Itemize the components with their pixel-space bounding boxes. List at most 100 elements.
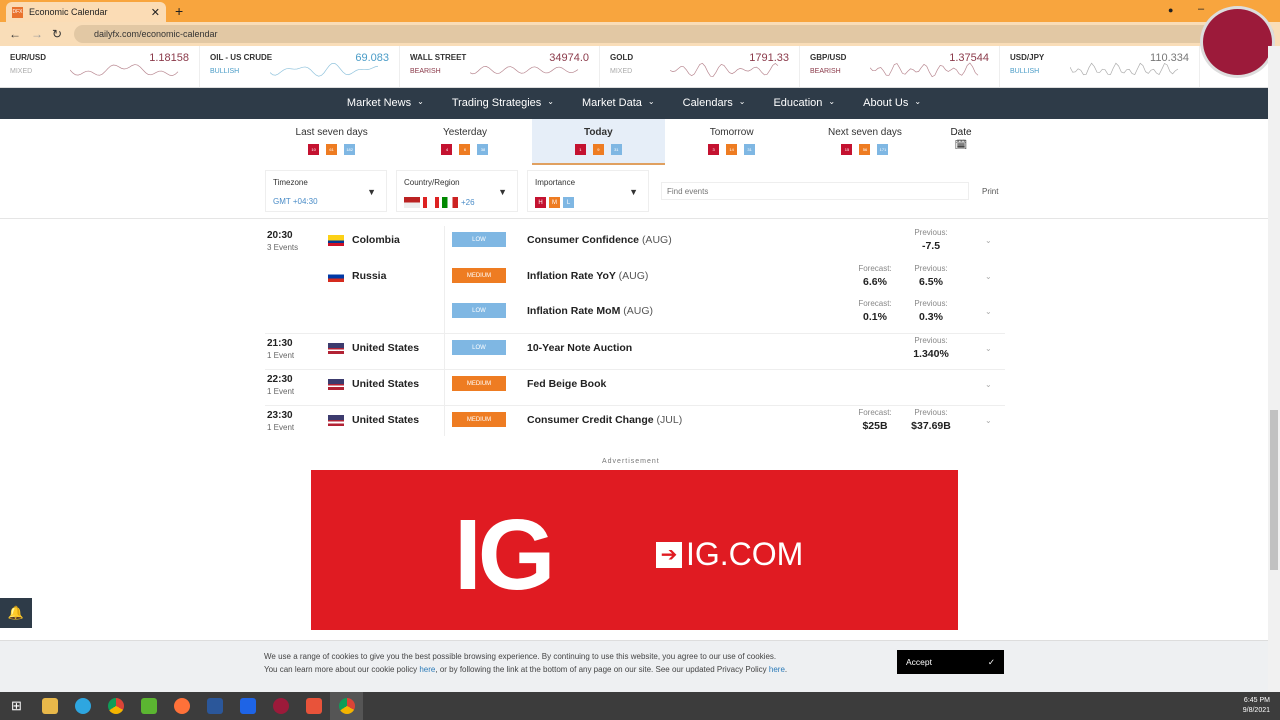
cookie-policy-link[interactable]: here	[419, 664, 436, 674]
medium-count: 14	[726, 144, 738, 155]
forecast: Forecast: 6.6%	[858, 264, 892, 288]
ticker-item[interactable]: OIL - US CRUDE BULLISH 69.083	[200, 46, 400, 87]
ig-logo: IG	[454, 499, 556, 611]
file-explorer-icon[interactable]	[33, 692, 66, 720]
ticker-item[interactable]: USD/JPY BULLISH 110.334	[1000, 46, 1200, 87]
event-row[interactable]: Russia MEDIUM Inflation Rate YoY (AUG) Fore…	[265, 262, 1005, 298]
new-tab-button[interactable]: +	[175, 3, 184, 19]
previous: Previous: 1.340%	[913, 336, 949, 360]
event-row[interactable]: 22:30 1 Event United States MEDIUM Fed Beige…	[265, 369, 1005, 405]
browser-tab-bar	[0, 0, 1280, 22]
day-tab[interactable]: Tomorrow 3 14 31	[665, 119, 798, 165]
medium-count: 61	[326, 144, 338, 155]
ticker-sentiment: BEARISH	[410, 68, 441, 75]
importance-filter[interactable]: Importance H M L ▼	[527, 170, 649, 212]
timezone-filter[interactable]: Timezone GMT +04:30 ▼	[265, 170, 387, 212]
high-count: 3	[708, 144, 720, 155]
low-count: 31	[610, 144, 622, 155]
print-button[interactable]: Print	[982, 187, 999, 196]
chrome-active-icon[interactable]	[330, 692, 363, 720]
expand-chevron-icon[interactable]: ⌄	[985, 236, 992, 245]
nav-item[interactable]: Calendars ⌄	[682, 97, 746, 109]
expand-chevron-icon[interactable]: ⌄	[985, 380, 992, 389]
dropdown-arrow-icon: ▼	[367, 187, 376, 197]
expand-chevron-icon[interactable]: ⌄	[985, 272, 992, 281]
low-count: 31	[744, 144, 756, 155]
sparkline	[470, 66, 579, 75]
day-tabs: Last seven days 10 61 182 Yesterday 4 6 38 Today…	[265, 119, 1005, 165]
app-logo-icon[interactable]	[264, 692, 297, 720]
windows-start-icon[interactable]: ⊞	[11, 698, 22, 713]
expand-chevron-icon[interactable]: ⌄	[985, 344, 992, 353]
scrollbar-thumb[interactable]	[1270, 410, 1278, 570]
ticker-name: GBP/USD	[810, 53, 847, 62]
telegram-icon[interactable]	[66, 692, 99, 720]
country-flag-icon	[328, 234, 344, 246]
market-ticker: EUR/USD MIXED 1.18158 OIL - US CRUDE BULLISH…	[0, 46, 1280, 88]
event-count: 1 Event	[267, 423, 295, 432]
previous: Previous: -7.5	[914, 228, 948, 252]
ticker-item[interactable]: EUR/USD MIXED 1.18158	[0, 46, 200, 87]
forecast: Forecast: 0.1%	[858, 299, 892, 323]
event-row[interactable]: LOW Inflation Rate MoM (AUG) Forecast: 0.1%…	[265, 297, 1005, 333]
camtasia-recorder-icon[interactable]	[297, 692, 330, 720]
nav-item[interactable]: About Us ⌄	[863, 97, 922, 109]
ticker-value: 110.334	[1150, 52, 1189, 64]
profile-icon[interactable]: ●	[1168, 5, 1174, 15]
event-row[interactable]: 20:30 3 Events Colombia LOW Consumer Confide…	[265, 226, 1005, 262]
medium-count: 9	[592, 144, 604, 155]
notification-bell-icon[interactable]: 🔔	[0, 598, 32, 628]
chevron-down-icon: ⌄	[417, 97, 424, 106]
sparkline	[670, 62, 779, 77]
find-events-input[interactable]	[661, 182, 969, 200]
teamviewer-icon[interactable]	[231, 692, 264, 720]
nav-item[interactable]: Market Data ⌄	[582, 97, 655, 109]
expand-chevron-icon[interactable]: ⌄	[985, 307, 992, 316]
nav-item[interactable]: Market News ⌄	[346, 97, 424, 109]
accept-cookies-button[interactable]: Accept ✓	[897, 650, 1004, 674]
scrollbar[interactable]	[1268, 46, 1280, 692]
country-filter[interactable]: Country/Region +26 ▼	[396, 170, 518, 212]
close-tab-icon[interactable]: ✕	[150, 6, 160, 19]
date-picker[interactable]: Date 🗓	[940, 127, 982, 151]
ig-advertisement[interactable]: IG ➔ IG.COM	[311, 470, 958, 630]
ticker-item[interactable]: WALL STREET BEARISH 34974.0	[400, 46, 600, 87]
ticker-sentiment: BULLISH	[210, 68, 240, 75]
event-row[interactable]: 21:30 1 Event United States LOW 10-Year Note…	[265, 333, 1005, 369]
forward-icon[interactable]: →	[31, 27, 43, 41]
chrome-icon[interactable]	[99, 692, 132, 720]
browser-tab[interactable]: DFX Economic Calendar ✕	[6, 2, 166, 22]
sparkline	[70, 64, 179, 76]
event-time: 21:30	[267, 338, 293, 349]
country-flag-icon	[328, 342, 344, 354]
word-icon[interactable]	[198, 692, 231, 720]
ticker-value: 1791.33	[749, 52, 789, 64]
sparkline	[270, 63, 379, 77]
day-tab[interactable]: Next seven days 15 56 171	[798, 119, 931, 165]
event-time: 23:30	[267, 410, 293, 421]
nav-item[interactable]: Trading Strategies ⌄	[451, 97, 554, 109]
divider	[444, 226, 445, 436]
ticker-item[interactable]: GOLD MIXED 1791.33	[600, 46, 800, 87]
back-icon[interactable]: ←	[9, 27, 21, 41]
tab-title: Economic Calendar	[29, 7, 108, 17]
event-count: 3 Events	[267, 243, 299, 252]
timezone-label: Timezone	[273, 178, 308, 187]
ticker-item[interactable]: GBP/USD BEARISH 1.37544	[800, 46, 1000, 87]
nav-item[interactable]: Education ⌄	[773, 97, 836, 109]
url-input[interactable]: dailyfx.com/economic-calendar	[74, 25, 1274, 43]
day-tab[interactable]: Yesterday 4 6 38	[398, 119, 531, 165]
event-row[interactable]: 23:30 1 Event United States MEDIUM Consumer …	[265, 405, 1005, 441]
expand-chevron-icon[interactable]: ⌄	[985, 416, 992, 425]
privacy-policy-link[interactable]: here	[768, 664, 785, 674]
ticker-sentiment: BULLISH	[1010, 68, 1040, 75]
firefox-icon[interactable]	[165, 692, 198, 720]
minimize-icon[interactable]: –	[1198, 3, 1205, 15]
day-tab[interactable]: Last seven days 10 61 182	[265, 119, 398, 165]
day-tab[interactable]: Today 1 9 31	[531, 119, 665, 165]
camtasia-icon[interactable]	[132, 692, 165, 720]
ticker-sentiment: BEARISH	[810, 68, 841, 75]
system-clock[interactable]: 6:45 PM 9/8/2021	[1242, 697, 1270, 714]
previous: Previous: $37.69B	[911, 408, 951, 432]
reload-icon[interactable]: ↻	[52, 27, 63, 41]
